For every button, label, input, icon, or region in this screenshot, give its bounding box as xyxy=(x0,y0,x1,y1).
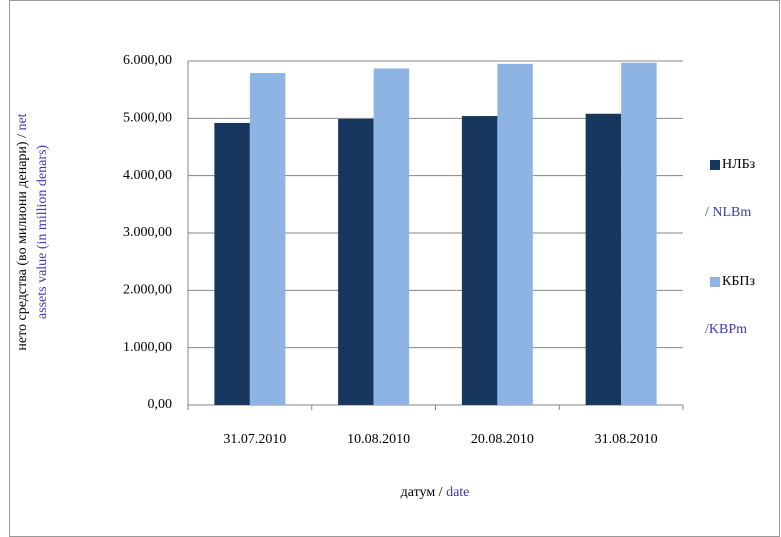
y-tick-label: 2.000,00 xyxy=(123,283,172,298)
y-tick-label: 6.000,00 xyxy=(123,53,172,68)
x-label-part: датум / xyxy=(401,485,446,500)
legend-swatch xyxy=(710,277,720,287)
bar xyxy=(338,118,374,405)
x-label-part: date xyxy=(446,485,469,500)
x-tick-label: 31.07.2010 xyxy=(223,432,286,447)
bar xyxy=(373,68,410,405)
y-tick-label: 1.000,00 xyxy=(123,340,172,355)
y-axis-label: нето средства (во милиони денари) / net xyxy=(15,113,30,350)
legend-label: НЛБз xyxy=(722,157,756,172)
x-axis-label: датум / date xyxy=(401,485,470,500)
bar xyxy=(249,73,286,405)
y-label-part: нето средства (во милиони денари) / xyxy=(15,131,30,351)
x-tick-label: 20.08.2010 xyxy=(471,432,534,447)
x-tick-label: 10.08.2010 xyxy=(347,432,410,447)
bar xyxy=(461,116,498,405)
y-tick-label: 3.000,00 xyxy=(123,225,172,240)
y-tick-label: 5.000,00 xyxy=(123,111,172,126)
y-label-part: net xyxy=(15,113,30,130)
y-tick-label: 4.000,00 xyxy=(123,168,172,183)
bar xyxy=(621,62,657,405)
legend-label-en: /KBPm xyxy=(705,322,747,337)
bar xyxy=(214,122,250,406)
legend-label-en: / NLBm xyxy=(705,205,751,220)
y-tick-label: 0,00 xyxy=(148,397,173,412)
legend-label: КБПз xyxy=(722,274,755,289)
bar xyxy=(585,113,622,405)
x-tick-label: 31.08.2010 xyxy=(595,432,658,447)
y-axis-label: assets value (in million denars) xyxy=(35,145,50,320)
bar xyxy=(497,63,533,405)
legend-swatch xyxy=(710,160,720,170)
